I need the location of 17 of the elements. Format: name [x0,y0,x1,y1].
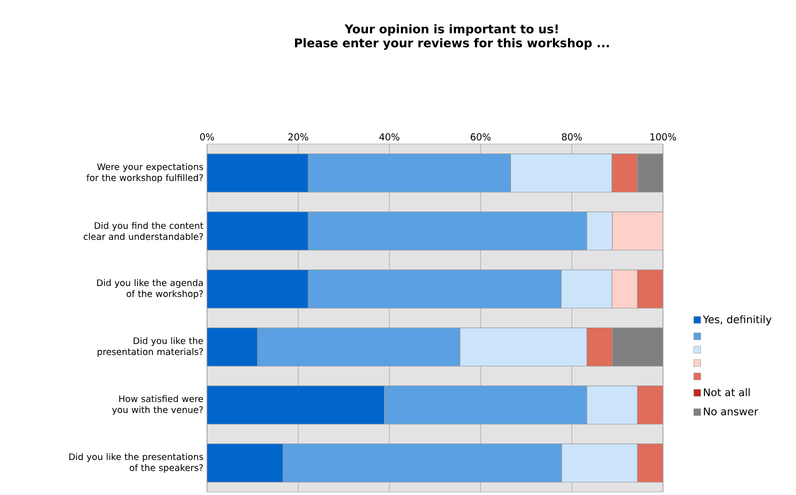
y-tick-label: Did you find the content clear and understandable? [84,222,204,240]
x-tick-label: 100% [650,133,676,140]
legend-label: Yes, definitily [702,315,772,326]
chart-subtitle: Please enter your reviews for this workshop ... [295,38,609,50]
y-tick-label: Did you like the agenda of the workshop? [97,279,203,299]
x-tick-label: 40% [379,133,400,140]
x-tick-label: 20% [288,133,308,140]
legend-label: No answer [704,408,758,416]
legend-label: Not at all [704,388,750,396]
y-tick-label: Were your expectations for the workshop fulfilled? [86,163,204,183]
x-tick-label: 80% [562,133,582,140]
x-tick-label: 60% [470,133,491,140]
y-tick-label: How satisfied were you with the venue? [112,395,204,415]
chart-title: Your opinion is important to us! [344,24,558,36]
x-tick-label: 0% [200,133,214,140]
y-tick-label: Did you like the presentations of the speakers? [69,453,204,473]
y-tick-label: Did you like the presentation materials? [98,337,204,357]
